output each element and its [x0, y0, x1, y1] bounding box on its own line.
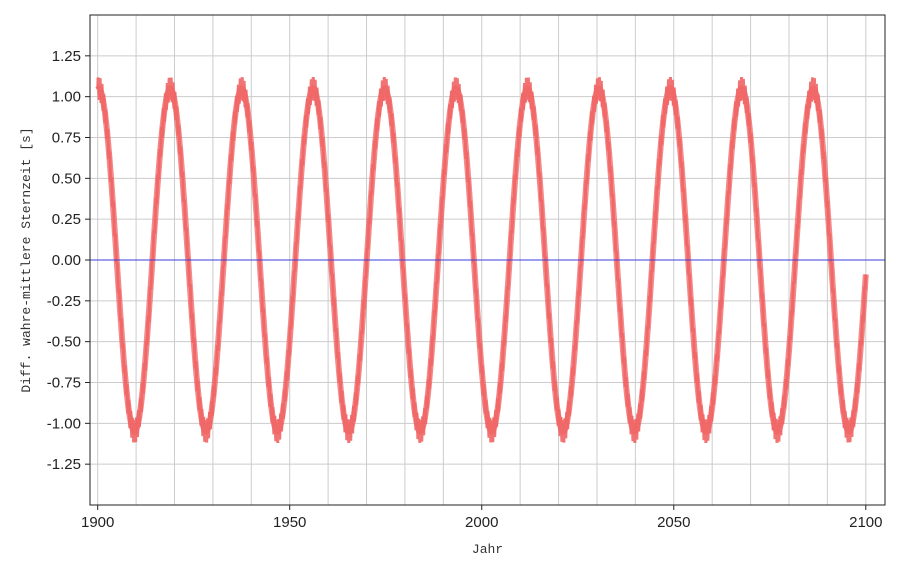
y-axis-title: Diff. wahre-mittlere Sternzeit [s] — [19, 127, 34, 392]
y-axis-ticks: 1.25 1.00 0.75 0.50 0.25 0.00 -0.25 -0.50 -0.75 -… — [47, 48, 90, 473]
y-tick-label: 0.50 — [52, 170, 81, 187]
x-tick-label: 2050 — [657, 514, 690, 531]
series-band — [95, 77, 869, 443]
x-axis-ticks: 1900 1950 2000 2050 2100 — [81, 505, 882, 531]
y-tick-label: -0.25 — [47, 293, 81, 310]
y-tick-label: 0.75 — [52, 130, 81, 147]
x-axis-title: Jahr — [472, 542, 503, 557]
y-tick-label: 0.00 — [52, 252, 81, 269]
x-tick-label: 2100 — [849, 514, 882, 531]
y-tick-label: 1.25 — [52, 48, 81, 65]
y-tick-label: -0.75 — [47, 375, 81, 392]
y-tick-label: 1.00 — [52, 89, 81, 106]
y-tick-label: 0.25 — [52, 211, 81, 228]
x-tick-label: 1950 — [273, 514, 306, 531]
x-tick-label: 1900 — [81, 514, 114, 531]
y-tick-label: -0.50 — [47, 334, 81, 351]
y-tick-label: -1.25 — [47, 456, 81, 473]
y-tick-label: -1.00 — [47, 415, 81, 432]
x-tick-label: 2000 — [465, 514, 498, 531]
series-band-core — [95, 85, 869, 435]
